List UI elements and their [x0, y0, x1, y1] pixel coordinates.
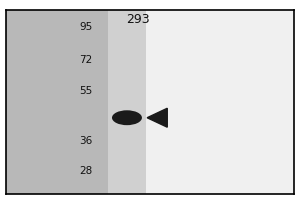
Bar: [108, 10, 146, 194]
Bar: [146, 10, 294, 194]
Polygon shape: [147, 108, 167, 127]
Text: 55: 55: [79, 86, 92, 96]
Text: 95: 95: [79, 22, 92, 32]
Text: 72: 72: [79, 55, 92, 65]
Text: 293: 293: [126, 13, 150, 26]
Ellipse shape: [112, 110, 142, 125]
Text: 36: 36: [79, 136, 92, 146]
Text: 28: 28: [79, 166, 92, 176]
